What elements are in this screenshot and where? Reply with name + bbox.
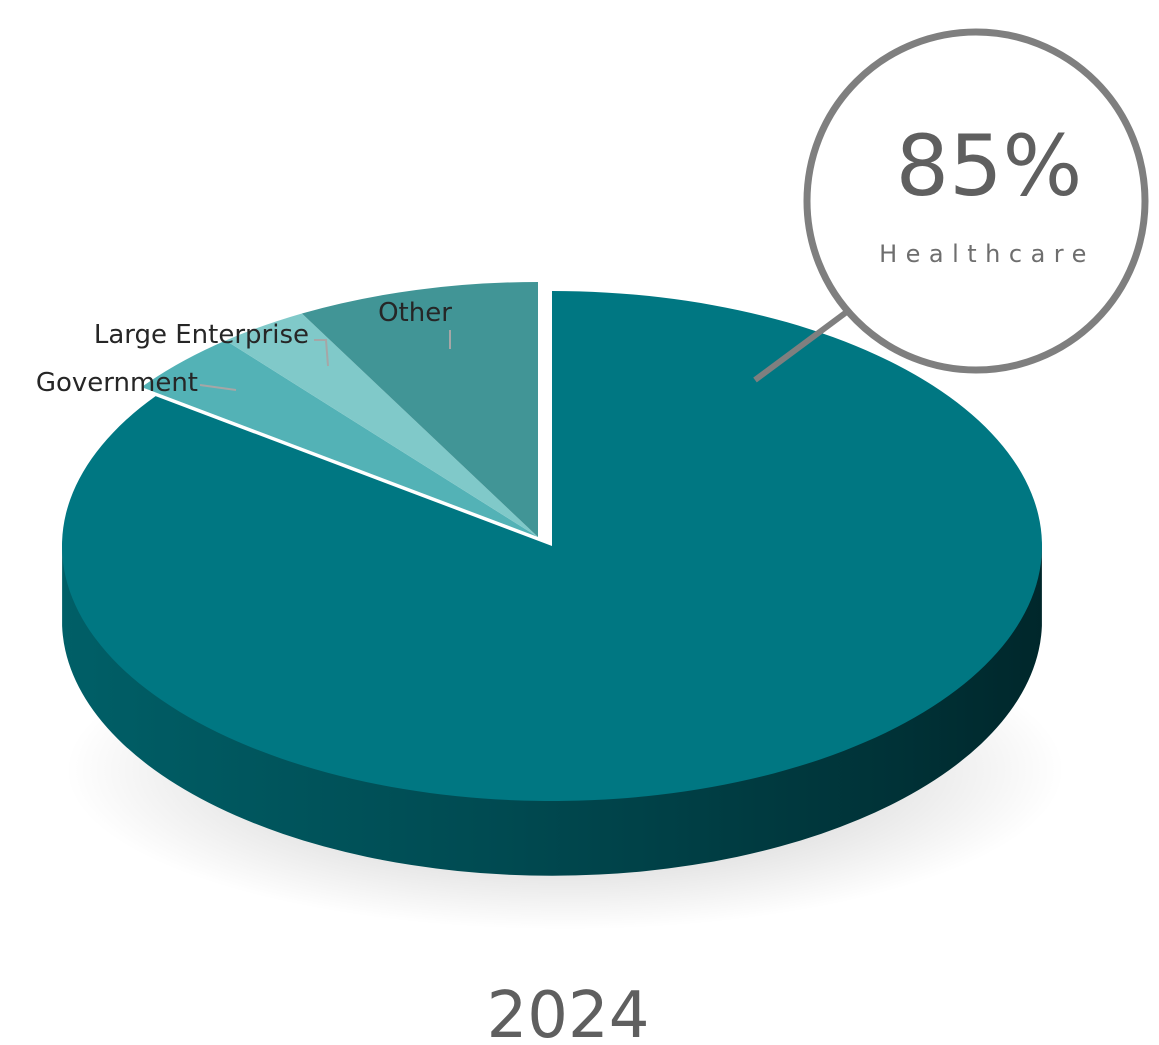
slice-label-government: Government: [36, 368, 198, 398]
leader-line-large-enterprise: [314, 339, 329, 367]
pie-slice-large-enterprise: [225, 313, 538, 537]
year-label: 2024: [487, 979, 650, 1045]
callout-label: Healthcare: [879, 240, 1095, 268]
callout-connector: [753, 305, 854, 383]
pie-slice-healthcare-top: [61, 291, 1042, 802]
pie-slice-other: [301, 281, 538, 537]
leader-line-government: [199, 384, 237, 391]
pie-small-slices: [141, 281, 538, 537]
pie-slice-healthcare-side: [62, 540, 1042, 876]
callout-value: 85%: [896, 117, 1083, 215]
pie-slice-government: [141, 340, 538, 537]
callout-bubble: [803, 28, 1149, 374]
slice-label-other: Other: [378, 298, 452, 328]
slice-label-large-enterprise: Large Enterprise: [94, 320, 309, 350]
pie-slice-healthcare: [61, 291, 1042, 876]
